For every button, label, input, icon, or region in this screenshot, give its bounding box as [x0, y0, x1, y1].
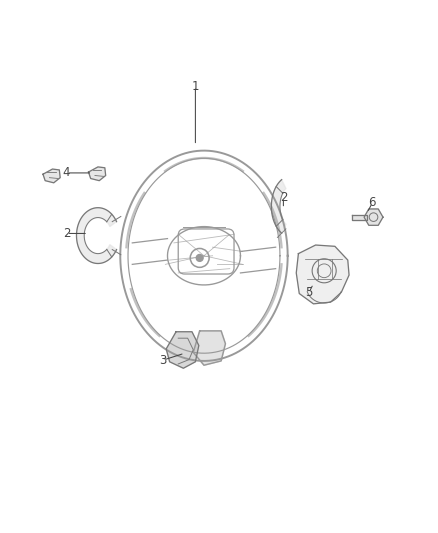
Text: 6: 6 [368, 197, 376, 209]
Text: 3: 3 [159, 353, 167, 367]
Text: 2: 2 [63, 227, 71, 240]
Polygon shape [352, 215, 367, 220]
Polygon shape [77, 208, 117, 263]
Polygon shape [43, 169, 60, 183]
Text: 4: 4 [63, 166, 71, 180]
Polygon shape [296, 245, 349, 304]
Polygon shape [364, 209, 383, 225]
Polygon shape [193, 331, 226, 365]
Polygon shape [272, 180, 286, 233]
Text: 1: 1 [192, 80, 199, 93]
Text: 2: 2 [279, 191, 287, 204]
Circle shape [196, 254, 203, 261]
Polygon shape [88, 167, 106, 181]
Text: 5: 5 [305, 286, 313, 299]
Polygon shape [166, 332, 199, 368]
